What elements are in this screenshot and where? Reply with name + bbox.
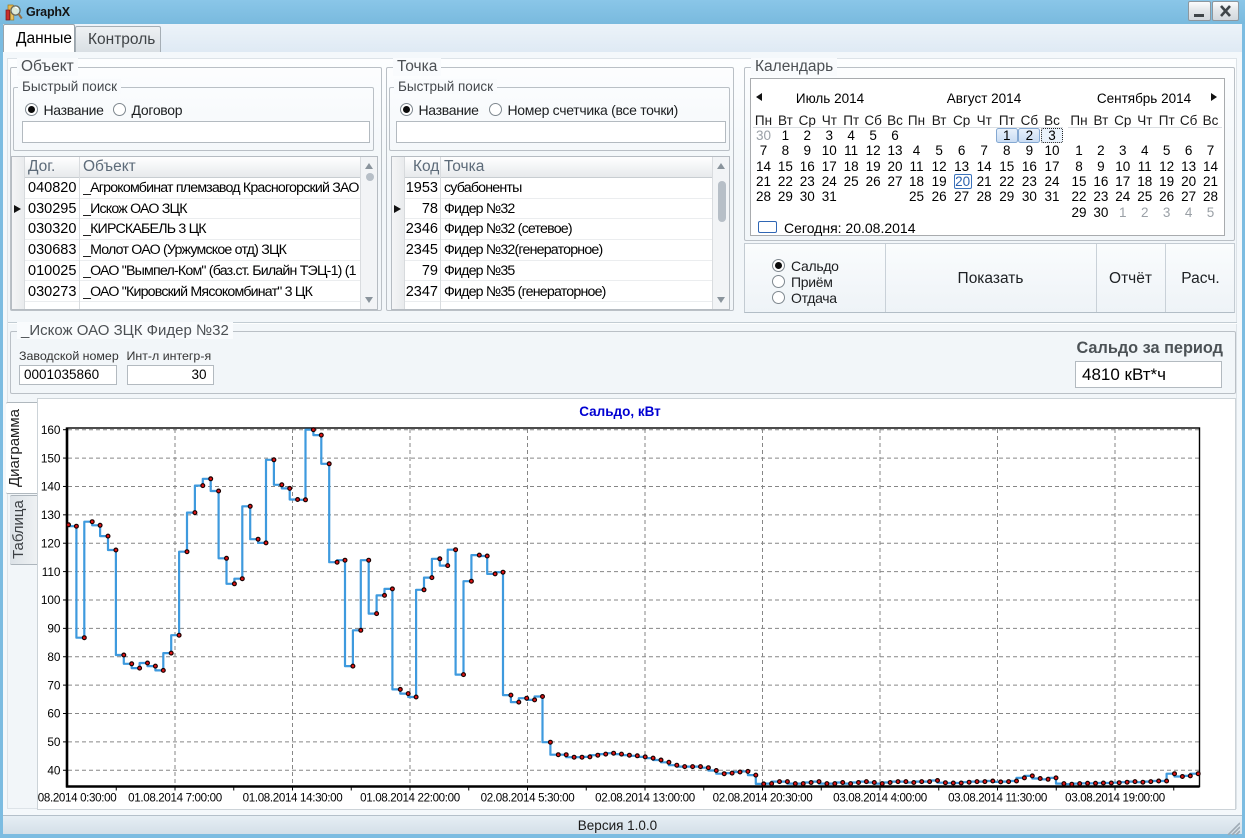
svg-text:01.08.2014 0:30:00: 01.08.2014 0:30:00 (38, 792, 116, 805)
svg-text:01.08.2014 7:00:00: 01.08.2014 7:00:00 (128, 792, 222, 805)
svg-text:140: 140 (41, 480, 61, 494)
svg-text:130: 130 (41, 508, 61, 522)
svg-text:03.08.2014 19:00:00: 03.08.2014 19:00:00 (1065, 792, 1165, 805)
svg-text:80: 80 (47, 650, 61, 664)
svg-text:02.08.2014 20:30:00: 02.08.2014 20:30:00 (713, 792, 813, 805)
svg-text:50: 50 (47, 735, 61, 749)
svg-text:03.08.2014 11:30:00: 03.08.2014 11:30:00 (948, 792, 1047, 805)
svg-text:01.08.2014 14:30:00: 01.08.2014 14:30:00 (243, 792, 343, 805)
svg-text:150: 150 (41, 451, 61, 465)
svg-text:100: 100 (41, 593, 61, 607)
svg-text:70: 70 (47, 678, 61, 692)
svg-text:40: 40 (47, 763, 61, 777)
svg-text:02.08.2014 13:00:00: 02.08.2014 13:00:00 (595, 792, 695, 805)
svg-text:01.08.2014 22:00:00: 01.08.2014 22:00:00 (360, 792, 460, 805)
svg-text:110: 110 (42, 565, 61, 579)
svg-text:90: 90 (47, 622, 61, 636)
svg-text:160: 160 (41, 423, 61, 437)
svg-text:120: 120 (41, 536, 61, 550)
svg-text:Сальдо, кВт: Сальдо, кВт (579, 404, 661, 419)
svg-text:03.08.2014 4:00:00: 03.08.2014 4:00:00 (833, 792, 927, 805)
svg-text:60: 60 (47, 707, 61, 721)
svg-text:02.08.2014 5:30:00: 02.08.2014 5:30:00 (481, 792, 575, 805)
